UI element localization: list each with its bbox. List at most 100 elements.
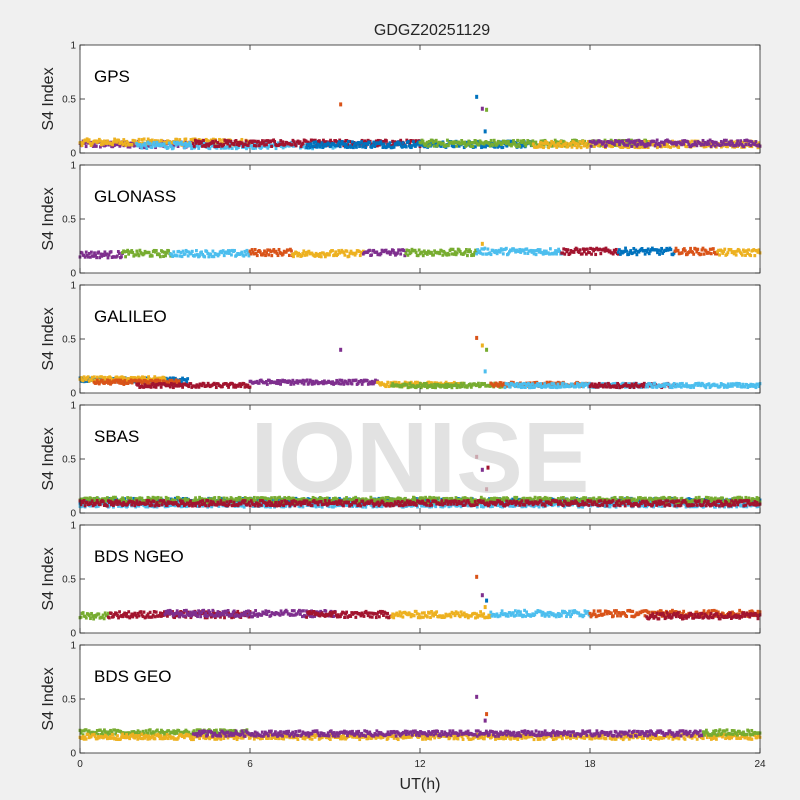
data-point [148,141,152,146]
data-point [369,382,373,386]
data-point [364,145,368,150]
data-point [536,382,540,386]
data-point [379,140,383,144]
data-point [618,252,622,256]
data-point [741,382,745,386]
data-point [745,383,749,387]
plot-area [80,285,760,393]
data-point [321,143,324,147]
data-point [459,504,463,509]
data-point [657,248,660,252]
data-point [434,385,437,390]
data-point [314,251,318,256]
data-point [307,249,311,253]
data-point [105,252,109,256]
data-point [685,144,689,149]
data-point [537,250,541,254]
data-point [595,141,599,145]
data-point [127,252,131,256]
data-point [272,248,276,252]
series-segment [404,247,479,258]
data-point [588,251,591,255]
data-point [193,498,196,502]
data-point [725,385,729,389]
data-point [535,384,538,388]
data-point [300,254,304,258]
data-point [720,143,724,147]
data-point [510,249,513,253]
data-point [175,254,179,258]
data-point [221,384,224,389]
data-point [305,378,309,382]
data-point [531,382,534,386]
data-point [646,247,650,251]
data-point [636,143,640,147]
data-point [640,246,644,251]
data-point [516,503,520,507]
data-point [225,139,229,143]
y-tick-label: 1 [70,161,76,172]
data-point [466,504,470,508]
data-point [339,382,343,386]
data-point [102,253,106,257]
data-point [257,381,261,385]
data-point [403,254,407,258]
data-point [565,250,569,254]
series-segment [169,248,252,259]
data-point [542,145,545,150]
data-point [599,140,603,144]
data-point [458,385,462,389]
data-point [120,381,124,385]
data-point [445,385,449,389]
series-segment [616,246,677,257]
plot-area [80,45,760,153]
data-point [248,496,252,500]
data-point [196,144,200,148]
data-point [260,142,263,146]
data-point [100,375,103,379]
data-point [276,379,279,383]
data-point [281,140,285,144]
data-point [543,251,547,256]
data-point [106,139,109,143]
data-point [642,139,646,144]
data-point [352,251,356,255]
data-point [425,252,429,256]
data-point [86,255,90,259]
data-point [313,144,317,148]
data-point [141,375,144,379]
data-point [244,139,248,143]
data-point [430,383,433,387]
data-point [203,497,207,501]
data-point [250,144,253,148]
data-point [396,143,400,147]
data-point [754,385,758,390]
data-point [626,143,630,147]
data-point [148,139,152,143]
data-point [226,383,229,388]
data-point [301,378,305,382]
data-point [353,253,357,257]
data-point [444,380,448,384]
data-point [727,142,730,146]
data-point [674,385,678,389]
data-point [103,375,106,380]
data-point [153,496,157,500]
data-point [754,140,758,144]
data-point [552,382,556,386]
data-point [518,142,522,146]
data-point [281,146,285,150]
y-tick-label: 0 [70,269,76,280]
data-point [495,251,499,256]
data-point [432,253,435,257]
data-point [729,248,733,252]
data-point [363,142,367,146]
data-point [710,139,714,144]
data-point [432,385,435,389]
data-point [550,382,554,386]
data-point [320,505,324,509]
data-point [232,385,236,389]
data-point [707,251,711,255]
data-point [653,144,657,148]
data-point [689,246,692,251]
